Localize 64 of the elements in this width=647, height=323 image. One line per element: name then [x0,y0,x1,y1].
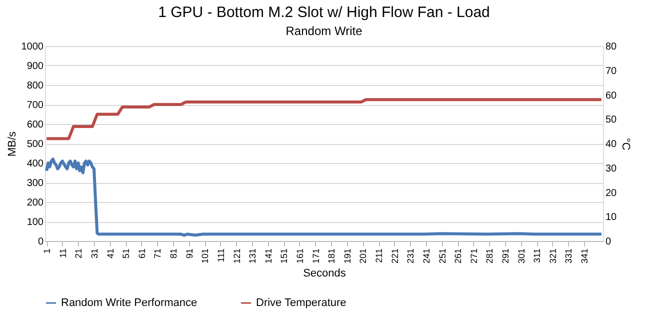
x-tick-label: 291 [500,248,510,264]
legend-label: Random Write Performance [61,297,198,309]
y-tick-label: 600 [26,120,44,130]
x-axis-title: Seconds [303,268,346,280]
x-tick-label: 91 [184,248,194,259]
x-tick-label: 201 [358,248,368,264]
x-tick-label: 101 [200,248,210,264]
x-tick-label: 221 [390,248,400,264]
y-tick-label: 800 [26,80,44,92]
y2-tick-label: 50 [606,114,618,126]
y-tick-label: 100 [26,217,44,228]
x-tick-label: 211 [374,248,384,263]
x-tick-label: 41 [105,248,116,259]
y2-tick-label: 30 [606,163,618,174]
x-tick-label: 51 [121,248,132,259]
x-tick-label: 261 [453,248,464,264]
y-tick-label: 1000 [21,42,44,52]
y-tick-label: 700 [26,100,44,111]
line-series [45,98,603,140]
line-series [45,158,603,237]
chart-title: 1 GPU - Bottom M.2 Slot w/ High Flow Fan - Load [158,4,490,21]
y-tick-label: 0 [38,236,44,248]
x-tick-label: 171 [310,248,321,264]
y-tick-label: 200 [26,198,44,208]
y-tick-label: 300 [26,178,44,189]
x-tick-label: 81 [168,248,179,259]
x-tick-label: 271 [468,248,479,264]
y-tick-label: 400 [26,158,44,170]
y2-tick-label: 10 [606,212,618,224]
x-tick-label: 61 [136,248,147,259]
x-tick-label: 251 [437,248,448,264]
y2-axis-title: °C [620,138,632,150]
x-tick-label: 71 [152,248,163,259]
x-tick-label: 231 [406,248,416,264]
y2-tick-label: 20 [606,188,618,199]
y-tick-label: 500 [26,139,44,150]
x-tick-label: 321 [548,248,558,264]
x-tick-label: 131 [248,248,258,264]
x-tick-label: 21 [74,248,84,259]
x-tick-label: 331 [564,248,574,264]
x-tick-label: 311 [532,248,542,263]
x-tick-label: 191 [342,248,352,264]
legend-label: Drive Temperature [256,297,346,309]
y2-tick-label: 40 [606,139,618,150]
x-tick-label: 341 [580,248,590,264]
y2-tick-label: 0 [606,236,612,248]
y2-tick-label: 60 [606,90,618,102]
x-tick-label: 281 [484,248,495,264]
y2-tick-label: 70 [606,66,618,77]
x-tick-label: 1 [42,248,52,254]
x-tick-label: 11 [58,248,68,258]
x-tick-label: 121 [232,248,242,264]
x-tick-label: 151 [279,248,290,264]
chart-subtitle: Random Write [286,24,363,38]
y2-tick-label: 80 [606,42,618,52]
x-tick-label: 141 [263,248,274,264]
y-tick-label: 900 [26,61,44,72]
x-tick-label: 31 [90,248,100,259]
x-tick-label: 301 [516,248,526,264]
x-tick-label: 111 [216,248,226,262]
x-tick-label: 241 [421,248,432,264]
y-axis-title: MB/s [6,130,18,157]
x-tick-label: 161 [295,248,305,264]
x-tick-label: 181 [326,248,337,264]
